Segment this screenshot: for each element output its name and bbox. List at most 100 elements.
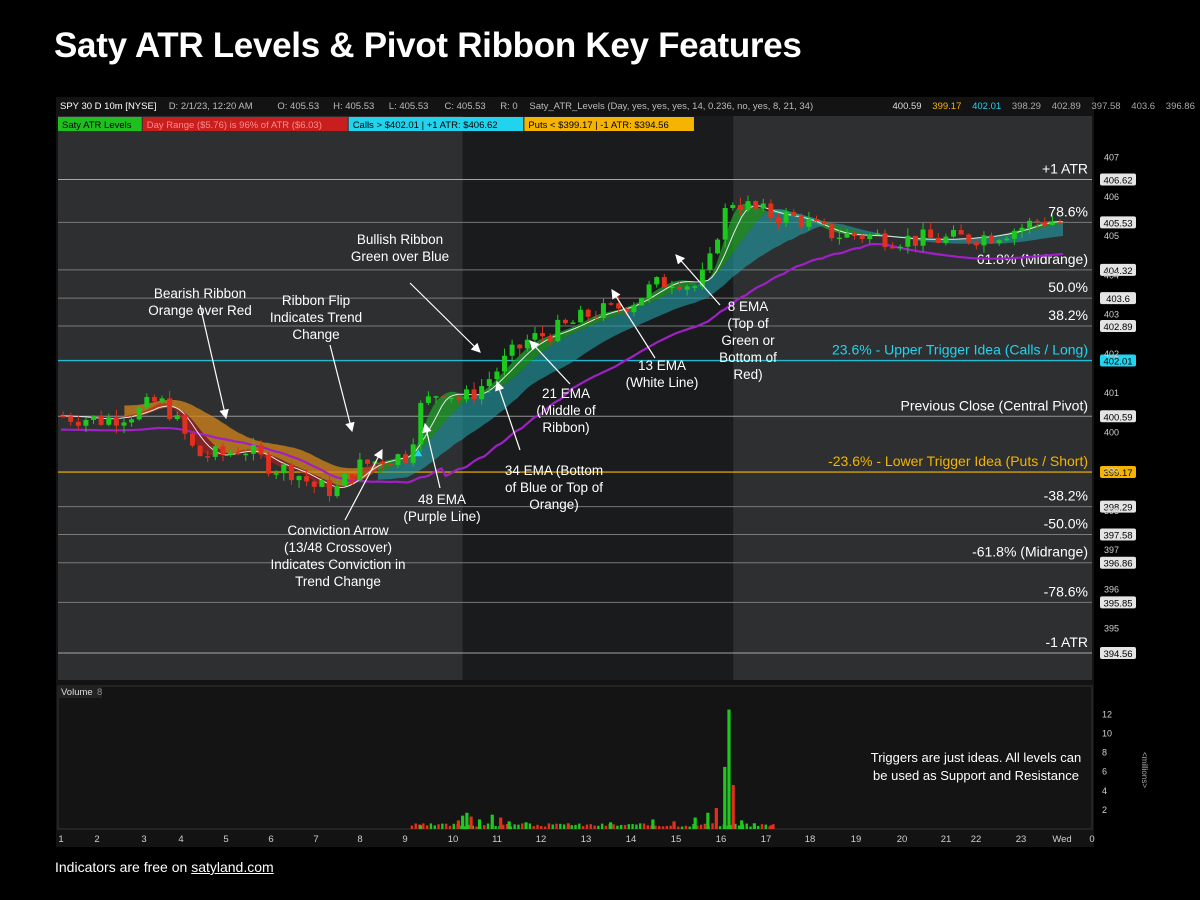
x-tick-label: 19	[851, 834, 862, 845]
level-label: -23.6% - Lower Trigger Idea (Puts / Shor…	[828, 453, 1088, 469]
volume-spike	[461, 815, 465, 829]
candle-body	[425, 396, 431, 403]
volume-unit: <millions>	[1140, 752, 1149, 788]
price-tag	[1100, 216, 1136, 229]
candle-body	[395, 454, 401, 465]
annotation-text: 8 EMA	[728, 299, 769, 314]
volume-bar	[734, 823, 737, 829]
x-tick-label: 7	[313, 834, 318, 845]
x-tick-label: 1	[58, 834, 63, 845]
price-tag-text: 406.62	[1103, 176, 1132, 187]
annotation-arrow	[529, 340, 571, 385]
badge	[348, 117, 524, 131]
volume-bar	[509, 826, 513, 829]
candle-body	[243, 453, 249, 456]
candle-body	[509, 344, 515, 356]
y-tick-label: 396	[1104, 584, 1119, 594]
level-label: +1 ATR	[1042, 161, 1088, 177]
study-value: 402.01	[972, 101, 1001, 112]
volume-bar	[414, 823, 417, 829]
annotation-arrow	[611, 288, 656, 359]
candle-body	[258, 445, 264, 455]
volume-spike	[706, 812, 710, 829]
price-tag-text: 394.56	[1103, 649, 1132, 660]
candle-body	[661, 277, 667, 288]
candle-body	[228, 452, 234, 455]
level-label: -38.2%	[1044, 488, 1088, 504]
annotation-arrow	[675, 254, 721, 306]
level-label: -1 ATR	[1045, 634, 1088, 650]
candle-body	[129, 419, 135, 423]
candle-body	[836, 237, 842, 240]
candle-body	[83, 419, 89, 426]
annotation-text: Conviction Arrow	[287, 523, 389, 538]
candle-body	[365, 459, 371, 464]
candle-body	[1057, 222, 1063, 224]
candle-body	[517, 344, 523, 349]
price-tag	[1100, 173, 1136, 186]
annotation-text: Indicates Trend	[270, 310, 362, 325]
volume-panel-bg	[58, 686, 1092, 829]
volume-bar	[425, 825, 429, 829]
price-tag-text: 395.85	[1103, 598, 1132, 609]
volume-spike	[727, 709, 731, 829]
price-tag-text: 399.17	[1103, 468, 1132, 479]
candle-body	[882, 233, 888, 248]
volume-bar	[486, 823, 490, 829]
ohlc-item: H: 405.53	[333, 101, 374, 112]
candle-body	[555, 319, 561, 342]
y-tick-label: 397	[1104, 545, 1119, 555]
candle-body	[502, 355, 508, 372]
candle-body	[547, 336, 553, 342]
candle-body	[806, 219, 812, 227]
volume-bar	[756, 825, 760, 829]
annotation-arrow	[344, 448, 383, 521]
volume-bar	[528, 823, 532, 829]
candle-body	[707, 253, 713, 270]
candle-body	[68, 416, 74, 422]
price-tag-text: 402.89	[1103, 322, 1132, 333]
annotation-text: Bullish Ribbon	[357, 232, 443, 247]
candle-body	[654, 277, 660, 285]
volume-spike	[469, 816, 473, 829]
volume-bar	[604, 825, 608, 829]
candle-body	[890, 247, 896, 249]
candle-body	[410, 444, 416, 464]
annotation-arrow	[199, 304, 229, 420]
satyland-link[interactable]: satyland.com	[191, 859, 274, 875]
price-tag	[1100, 319, 1136, 332]
candle-body	[791, 212, 797, 217]
candle-body	[403, 454, 409, 464]
candle-body	[1004, 238, 1010, 241]
volume-tick: 6	[1102, 767, 1107, 777]
volume-note: Triggers are just ideas. All levels can	[871, 750, 1082, 765]
candle-body	[616, 303, 622, 309]
annotation-text: (White Line)	[626, 375, 699, 390]
candle-body	[692, 286, 698, 288]
candle-body	[159, 398, 165, 402]
candle-body	[494, 371, 500, 380]
annotation-text: 21 EMA	[542, 386, 590, 401]
candle-body	[479, 386, 485, 400]
candle-body	[113, 417, 119, 426]
candle-body	[357, 459, 363, 481]
candle-body	[91, 415, 97, 420]
candle-body	[281, 464, 287, 474]
candle-body	[699, 269, 705, 287]
annotation-text: Green over Blue	[351, 249, 449, 264]
price-tag-text: 403.6	[1106, 294, 1130, 305]
volume-bar	[619, 824, 623, 829]
volume-bar	[547, 823, 551, 829]
y-tick-label: 406	[1104, 192, 1119, 202]
x-tick-label: 15	[671, 834, 682, 845]
candle-body	[966, 234, 972, 243]
ema-13-white	[61, 205, 1064, 489]
candle-body	[768, 203, 774, 218]
candle-body	[1027, 220, 1033, 228]
candle-body	[1049, 222, 1055, 225]
volume-spike	[490, 814, 494, 829]
conviction-arrow-marker	[414, 449, 423, 457]
volume-bar	[718, 826, 722, 829]
candle-body	[821, 221, 827, 225]
candle-body	[973, 242, 979, 246]
